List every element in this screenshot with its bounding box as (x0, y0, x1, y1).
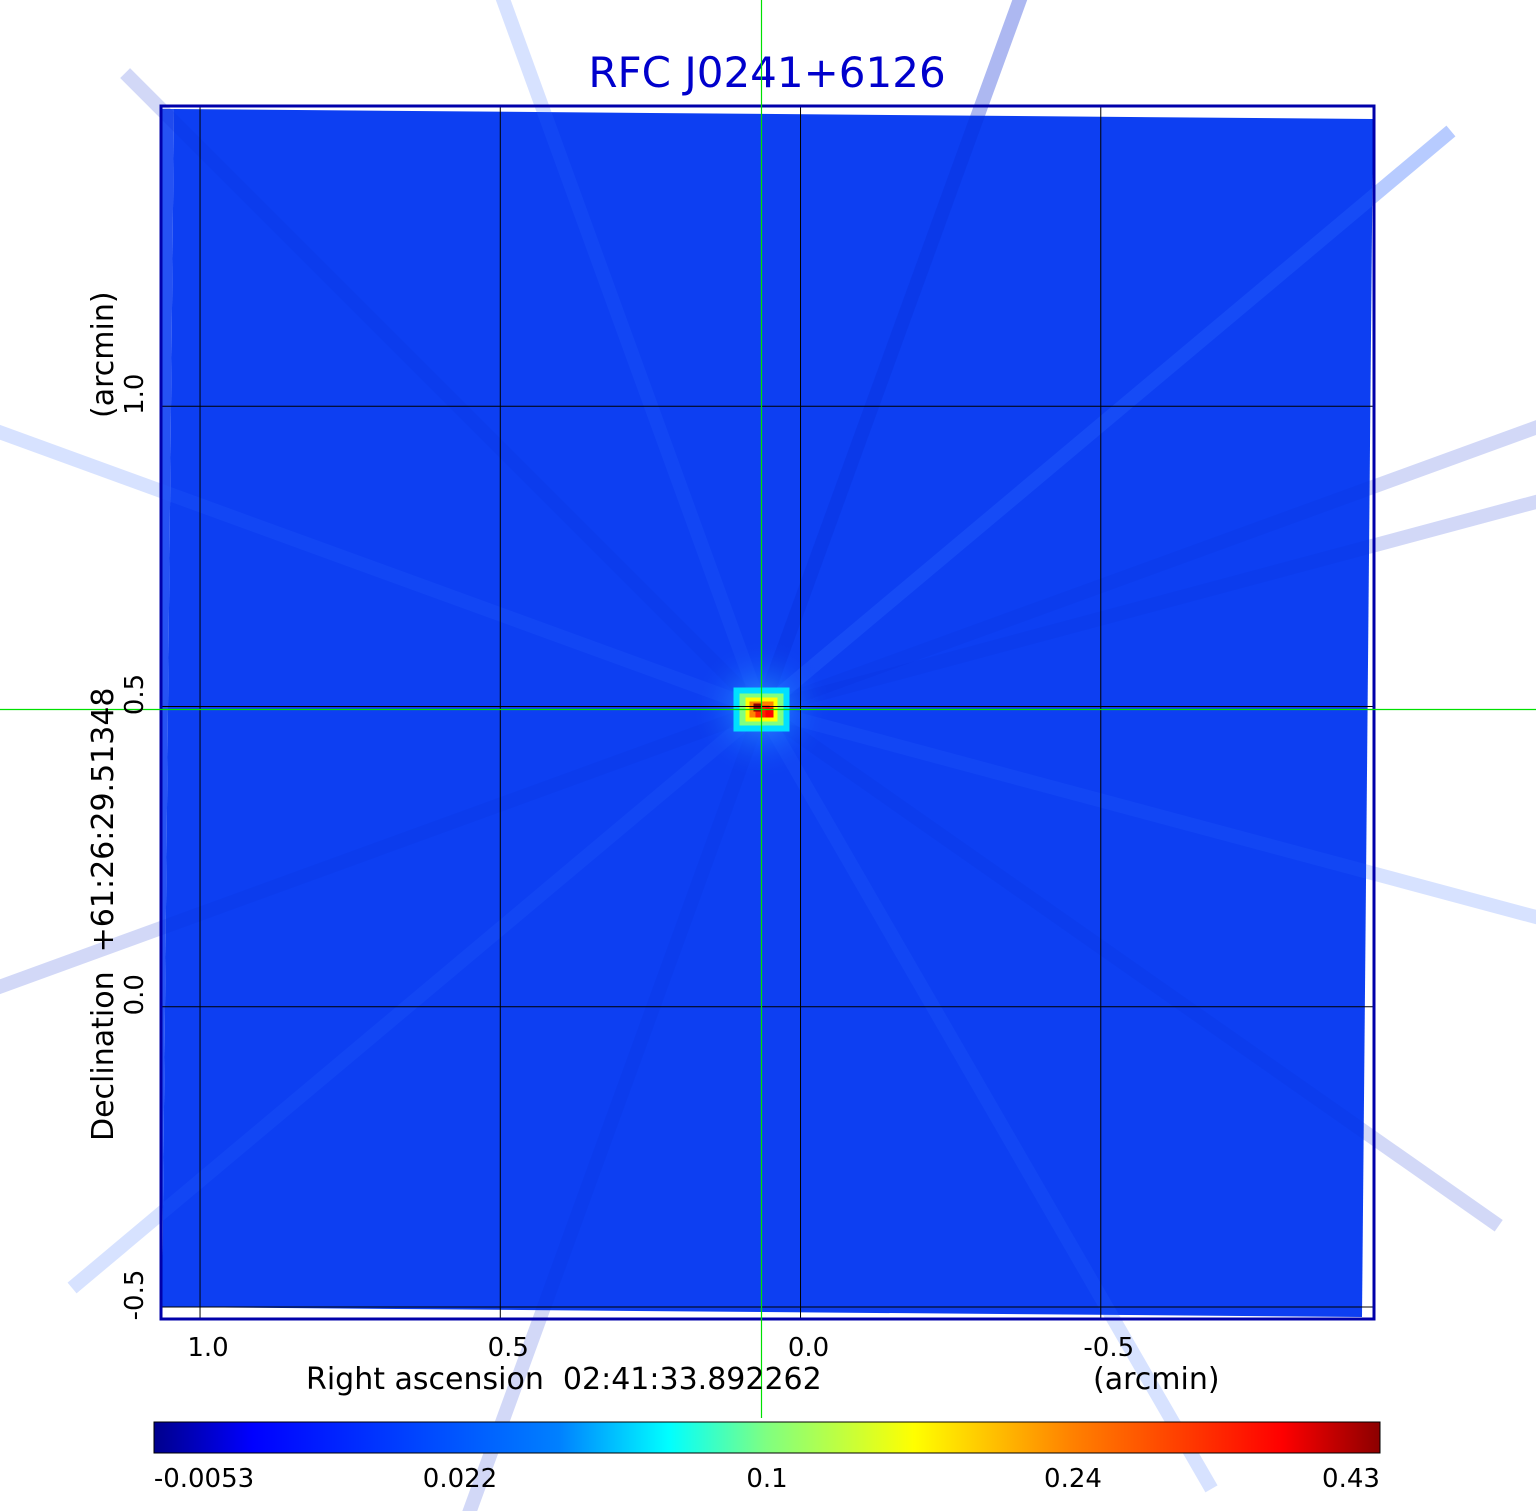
colorbar-tick-label-0: -0.0053 (154, 1464, 254, 1494)
crosshair (0, 0, 1536, 1418)
colorbar-tick-label-2: 0.1 (746, 1464, 787, 1494)
streak-2 (759, 420, 1536, 717)
streak-0 (754, 0, 1028, 712)
y-tick-labels: 1.0 0.5 0.0 -0.5 (120, 374, 150, 1321)
colorbar-tick-label-1: 0.022 (423, 1464, 497, 1494)
y-tick-label-1: 0.5 (120, 674, 150, 715)
colorbar (153, 1421, 1381, 1454)
colorbar-tick-label-3: 0.24 (1044, 1464, 1102, 1494)
streak-3 (759, 702, 1536, 925)
streak-1 (756, 125, 1456, 715)
x-tick-label-2: 0.0 (788, 1333, 829, 1363)
y-tick-label-2: 0.0 (120, 974, 150, 1015)
chart-title: RFC J0241+6126 (588, 48, 945, 97)
x-axis-label: Right ascension 02:41:33.892262 (306, 1362, 822, 1397)
y-axis-label: Declination +61:26:29.51348 (86, 687, 121, 1141)
colorbar-tick-labels: -0.0053 0.022 0.1 0.24 0.43 (154, 1464, 1380, 1494)
x-tick-label-3: -0.5 (1083, 1333, 1134, 1363)
streak-7 (67, 704, 766, 1294)
streak-5 (755, 705, 1218, 1493)
streak-10 (120, 68, 767, 715)
streak-8 (0, 702, 764, 995)
y-tick-label-3: -0.5 (120, 1270, 150, 1321)
streak-9 (0, 424, 764, 717)
streak-11 (495, 0, 769, 712)
source-pixel-5 (753, 703, 762, 712)
streak-13 (756, 125, 1456, 715)
plot-frame (159, 104, 1376, 1321)
x-tick-label-1: 0.5 (488, 1333, 529, 1363)
grid-lines (161, 106, 1374, 1319)
image-edge-strip (162, 109, 174, 1307)
streak-6 (462, 707, 769, 1511)
x-tick-labels: 1.0 0.5 0.0 -0.5 (187, 1333, 1134, 1363)
x-tick-label-0: 1.0 (187, 1333, 228, 1363)
y-tick-label-0: 1.0 (120, 374, 150, 415)
streak-4 (757, 703, 1503, 1232)
x-axis-unit: (arcmin) (1093, 1362, 1220, 1397)
streak-12 (754, 0, 1028, 712)
colorbar-tick-label-4: 0.43 (1322, 1464, 1380, 1494)
streak-14 (759, 494, 1536, 717)
y-axis-unit: (arcmin) (86, 291, 121, 418)
source-pixel-6 (765, 707, 774, 718)
